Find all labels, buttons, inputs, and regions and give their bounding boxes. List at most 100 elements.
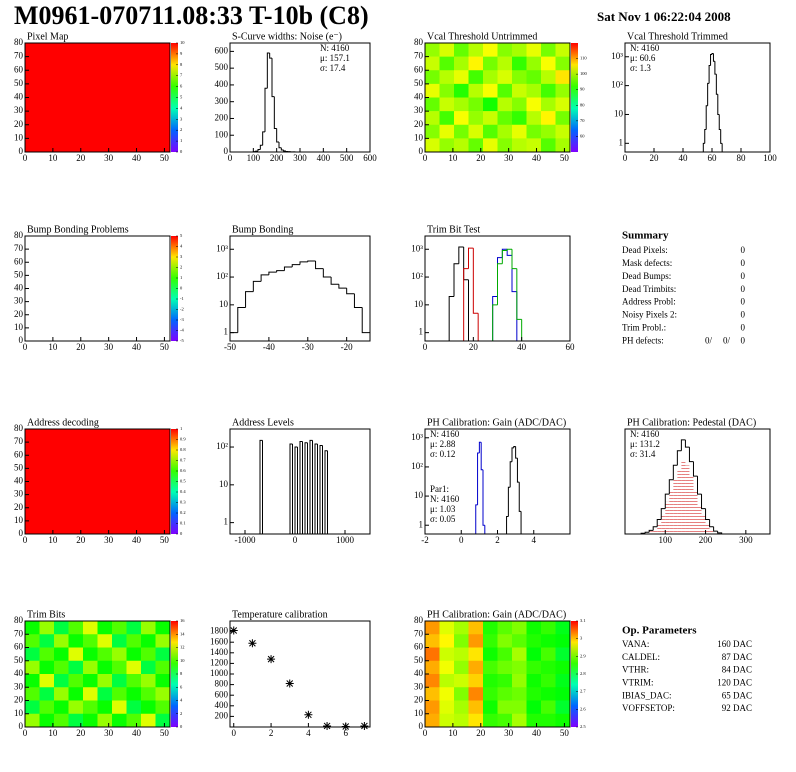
heatmap-cell	[68, 660, 84, 675]
panel-title: PH Calibration: Gain (ADC/DAC)	[427, 417, 566, 428]
x-tick-label: 50	[160, 728, 170, 738]
heatmap-cell	[497, 111, 513, 126]
heatmap-cell	[483, 647, 498, 662]
heatmap-cell	[526, 634, 542, 648]
hist-bin	[480, 442, 483, 471]
hist-bin	[271, 58, 275, 98]
heatmap-cell	[112, 687, 127, 701]
x-tick-label: 2	[495, 535, 500, 545]
heatmap-cell	[468, 56, 484, 71]
heatmap-cell	[83, 647, 98, 662]
heatmap-cell	[425, 97, 440, 112]
z-tick-label: -2	[180, 307, 184, 312]
heatmap-cell	[97, 647, 113, 662]
y-tick-label: 50	[14, 269, 24, 279]
hist-bin	[346, 288, 355, 295]
hist-bin	[657, 523, 662, 534]
y-tick-label: 100	[215, 129, 229, 139]
y-tick-label: 800	[215, 679, 229, 689]
y-tick-label: 70	[14, 51, 24, 61]
y-tick-label: 10²	[611, 80, 623, 90]
star-marker	[360, 721, 369, 730]
y-tick-label: 30	[414, 681, 424, 691]
y-tick-label: 10	[414, 299, 424, 309]
heatmap-cell	[425, 660, 440, 675]
heatmap-cell	[126, 621, 142, 635]
page-date: Sat Nov 1 06:22:04 2008	[597, 9, 731, 24]
x-tick-label: 0	[23, 535, 28, 545]
hist-bin	[448, 295, 454, 341]
hist-bin	[260, 274, 269, 282]
heatmap-cell	[126, 700, 142, 715]
panel-title: Bump Bonding Problems	[27, 224, 129, 235]
x-tick-label: 500	[340, 153, 354, 163]
heatmap-cell	[468, 97, 484, 112]
panel-title: PH Calibration: Gain (ADC/DAC)	[427, 609, 566, 620]
hist-bin	[304, 442, 308, 534]
heatmap-cell	[126, 634, 142, 648]
hist-bin	[299, 441, 303, 534]
hist-bin	[307, 260, 316, 262]
heatmap-cell	[468, 621, 484, 635]
x-tick-label: 10	[48, 153, 58, 163]
heatmap-cell	[83, 674, 98, 688]
heatmap-cell	[497, 83, 513, 98]
heatmap-cell	[425, 43, 440, 57]
z-tick-label: 0.1	[180, 521, 186, 526]
y-tick-label: 70	[14, 243, 24, 253]
heatmap-cell	[483, 687, 498, 701]
heatmap-cell	[468, 138, 484, 153]
hist-bin	[516, 458, 520, 483]
star-marker	[341, 722, 350, 731]
heatmap-cell	[25, 634, 40, 648]
heatmap-cell	[483, 124, 498, 139]
heatmap-cell	[141, 647, 156, 662]
y-tick-label: 10	[414, 708, 424, 718]
heatmap-cell	[454, 83, 469, 98]
heatmap-cell	[112, 674, 127, 688]
heatmap-cell	[555, 56, 571, 71]
z-tick-label: 7	[180, 73, 183, 78]
heatmap-cell	[39, 687, 55, 701]
heatmap-cell	[454, 700, 469, 715]
x-tick-label: 60	[566, 342, 576, 352]
hist-bin	[276, 128, 279, 143]
y-tick-label: 1600	[210, 636, 229, 646]
heatmap-cell	[454, 138, 469, 153]
heatmap-cell	[483, 634, 498, 648]
heatmap-cell	[439, 83, 455, 98]
y-tick-label: 10²	[216, 271, 228, 281]
heatmap-cell	[54, 713, 69, 728]
heatmap-cell	[497, 647, 513, 662]
hist-bin	[681, 461, 686, 534]
heatmap-cell	[526, 111, 542, 126]
hist-bin	[458, 246, 464, 264]
x-tick-label: 20	[76, 153, 86, 163]
y-tick-label: 80	[14, 615, 24, 625]
heatmap-cell	[439, 43, 455, 57]
heatmap-cell	[454, 713, 469, 728]
summary-label: PH defects:	[622, 335, 664, 345]
heatmap-cell	[68, 674, 84, 688]
panel-title: Temperature calibration	[232, 609, 328, 620]
hist-bin	[653, 528, 658, 534]
heatmap-cell	[126, 674, 142, 688]
x-tick-label: 10	[448, 728, 458, 738]
heatmap-cell	[512, 621, 527, 635]
hist-bin	[644, 531, 650, 534]
x-tick-label: 40	[132, 728, 142, 738]
summary-value: 0/	[723, 335, 731, 345]
heatmap-cell	[39, 647, 55, 662]
heatmap-cell	[39, 660, 55, 675]
hist-bin	[680, 439, 686, 451]
heatmap-cell	[439, 124, 455, 139]
hist-bin	[685, 465, 690, 534]
heatmap-cell	[68, 687, 84, 701]
hist-bin	[660, 508, 666, 520]
plot-frame	[424, 235, 571, 342]
x-tick-label: 200	[699, 535, 713, 545]
heatmap-cell	[83, 700, 98, 715]
hist-bin	[506, 249, 512, 256]
heatmap-cell	[97, 700, 113, 715]
heatmap-cell	[526, 687, 542, 701]
